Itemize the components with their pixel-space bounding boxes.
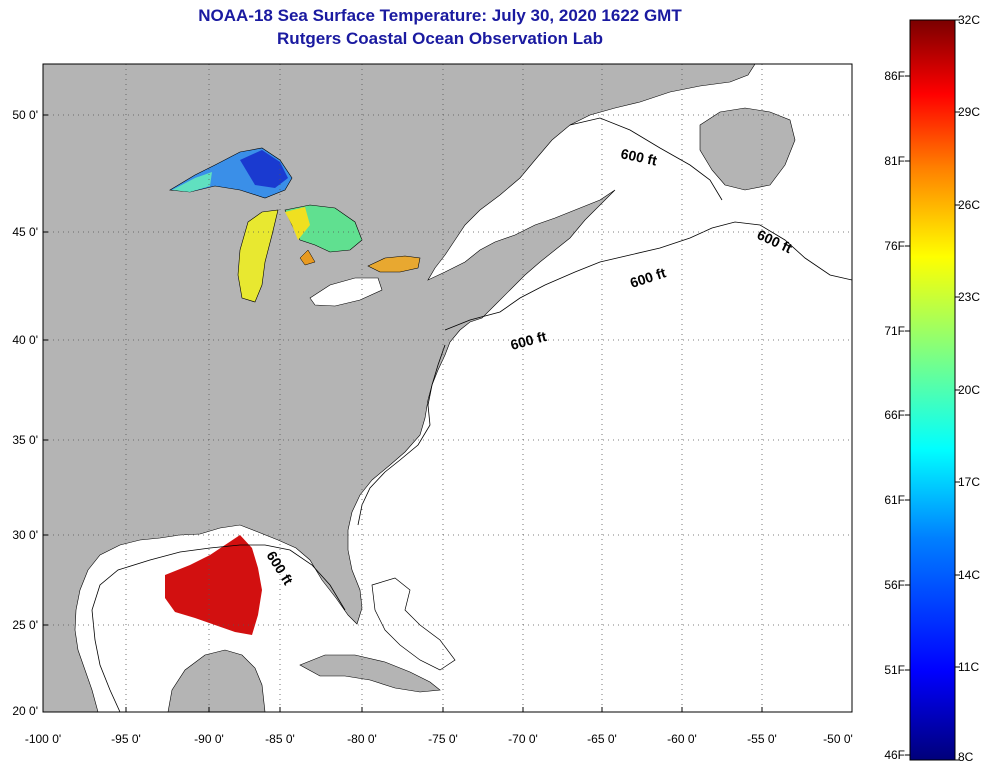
colorbar-celsius-label: 32C [958, 13, 981, 27]
lake-michigan [237, 209, 279, 303]
depth-contour-north [569, 117, 723, 201]
map-title: NOAA-18 Sea Surface Temperature: July 30… [198, 6, 682, 25]
graticule [43, 64, 852, 712]
lon-label: -100 0' [24, 732, 62, 746]
depth-contour-southeast [357, 344, 446, 526]
colorbar-fahrenheit-label: 71F [884, 324, 905, 338]
yucatan-land [167, 649, 266, 712]
depth-contour-gulf [91, 544, 346, 712]
lat-label: 40 0' [12, 333, 38, 347]
north-america-land [43, 64, 756, 712]
lat-label: 50 0' [12, 108, 38, 122]
colorbar-celsius-label: 8C [958, 750, 974, 764]
colorbar-celsius-label: 26C [958, 198, 981, 212]
lake-erie-warm [299, 249, 316, 266]
lat-label: 45 0' [12, 225, 38, 239]
cuba-land [299, 654, 441, 693]
lake-ontario [367, 255, 421, 273]
colorbar-fahrenheit-label: 86F [884, 69, 905, 83]
lat-label: 35 0' [12, 433, 38, 447]
lake-superior-cold [240, 150, 288, 188]
lake-superior-warm [172, 172, 212, 192]
lon-label: -60 0' [667, 732, 697, 746]
colorbar-celsius-label: 29C [958, 105, 981, 119]
colorbar-fahrenheit-label: 46F [884, 748, 905, 762]
colorbar-fahrenheit-label: 66F [884, 408, 905, 422]
depth-label: 600 ft [619, 145, 658, 168]
colorbar-celsius-label: 20C [958, 383, 981, 397]
newfoundland-land [699, 107, 796, 191]
colorbar-fahrenheit-label: 51F [884, 663, 905, 677]
gulf-sst-patch [165, 535, 262, 635]
lon-label: -85 0' [265, 732, 295, 746]
lon-label: -80 0' [347, 732, 377, 746]
colorbar-ticks [905, 19, 960, 761]
lon-label: -90 0' [194, 732, 224, 746]
lon-label: -50 0' [823, 732, 853, 746]
lon-label: -75 0' [428, 732, 458, 746]
colorbar-fahrenheit-label: 81F [884, 154, 905, 168]
lat-label: 25 0' [12, 618, 38, 632]
colorbar-celsius-label: 23C [958, 290, 981, 304]
lon-label: -95 0' [111, 732, 141, 746]
colorbar-celsius-label: 17C [958, 475, 981, 489]
lake-erie [309, 277, 383, 307]
colorbar-fahrenheit-label: 76F [884, 239, 905, 253]
colorbar-fahrenheit-label: 61F [884, 493, 905, 507]
map-frame [42, 63, 853, 713]
lon-label: -55 0' [747, 732, 777, 746]
colorbar-celsius-label: 11C [958, 660, 980, 674]
colorbar [909, 19, 956, 761]
lat-label: 30 0' [12, 528, 38, 542]
lon-label: -70 0' [508, 732, 538, 746]
map-subtitle: Rutgers Coastal Ocean Observation Lab [277, 29, 603, 48]
depth-contour-atlantic [444, 221, 852, 331]
bahamas-banks [371, 577, 456, 671]
colorbar-celsius-label: 14C [958, 568, 981, 582]
axis-ticks [43, 114, 763, 712]
lon-label: -65 0' [587, 732, 617, 746]
lat-label: 20 0' [12, 704, 38, 718]
colorbar-fahrenheit-label: 56F [884, 578, 905, 592]
